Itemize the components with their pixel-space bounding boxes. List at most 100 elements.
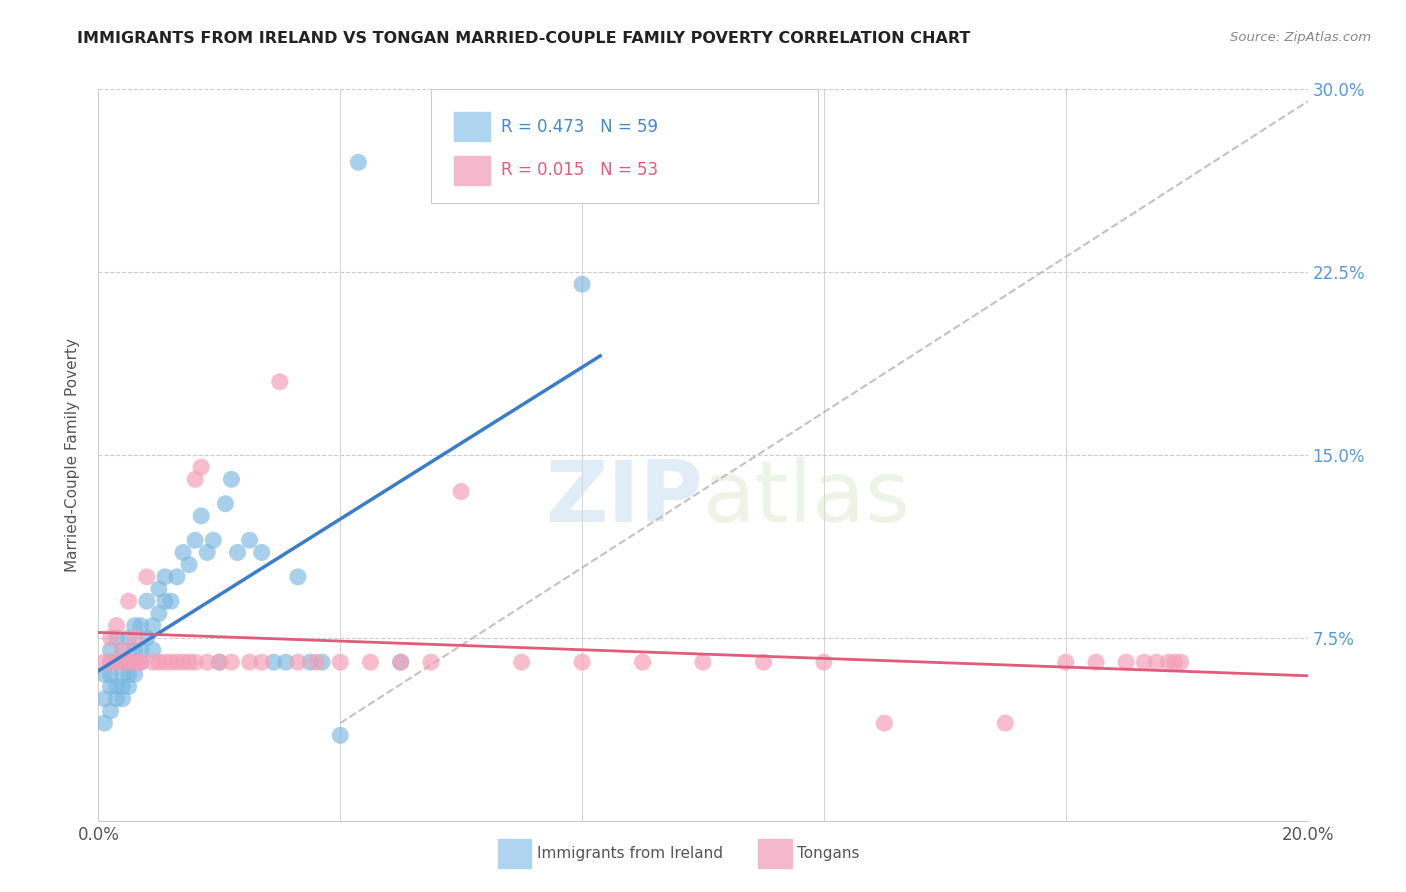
Point xyxy=(179,655,201,669)
Point xyxy=(111,655,134,669)
Point xyxy=(124,667,146,681)
Point xyxy=(305,655,328,669)
Point xyxy=(226,545,249,559)
Point xyxy=(1170,655,1192,669)
Point xyxy=(299,655,322,669)
Point xyxy=(124,631,146,645)
Point xyxy=(269,375,291,389)
Point xyxy=(1157,655,1180,669)
Point xyxy=(111,655,134,669)
Point xyxy=(166,655,188,669)
Y-axis label: Married-Couple Family Poverty: Married-Couple Family Poverty xyxy=(65,338,80,572)
Point xyxy=(135,570,157,584)
Point xyxy=(118,631,141,645)
Point xyxy=(129,643,152,657)
Point xyxy=(1144,655,1167,669)
Point xyxy=(135,631,157,645)
Point xyxy=(124,618,146,632)
Text: Immigrants from Ireland: Immigrants from Ireland xyxy=(537,847,723,861)
Point xyxy=(105,631,128,645)
FancyBboxPatch shape xyxy=(432,89,818,202)
Point xyxy=(111,691,134,706)
Point xyxy=(105,655,128,669)
Point xyxy=(100,680,122,694)
Point xyxy=(166,570,188,584)
Point xyxy=(214,497,236,511)
Point xyxy=(93,667,115,681)
Point xyxy=(105,680,128,694)
Point xyxy=(93,716,115,731)
Point xyxy=(93,655,115,669)
Point xyxy=(160,655,183,669)
Point xyxy=(118,655,141,669)
Point xyxy=(329,728,352,742)
Point xyxy=(105,618,128,632)
Point xyxy=(105,691,128,706)
Point xyxy=(142,655,165,669)
Point xyxy=(129,618,152,632)
Point xyxy=(1115,655,1137,669)
Point xyxy=(129,655,152,669)
Point xyxy=(111,643,134,657)
Point xyxy=(153,570,176,584)
Point xyxy=(129,655,152,669)
Point xyxy=(184,655,207,669)
Point xyxy=(420,655,443,669)
Point xyxy=(184,472,207,486)
Point xyxy=(692,655,714,669)
Point xyxy=(118,655,141,669)
Point xyxy=(208,655,231,669)
Point xyxy=(118,594,141,608)
Point xyxy=(250,655,273,669)
Text: R = 0.473   N = 59: R = 0.473 N = 59 xyxy=(501,118,658,136)
Point xyxy=(250,545,273,559)
Point xyxy=(221,655,243,669)
Point xyxy=(148,655,170,669)
Text: Tongans: Tongans xyxy=(797,847,859,861)
Point xyxy=(100,631,122,645)
Point xyxy=(190,508,212,523)
Point xyxy=(1163,655,1185,669)
Point xyxy=(148,607,170,621)
Point xyxy=(571,277,593,292)
Point xyxy=(184,533,207,548)
Point xyxy=(239,533,262,548)
FancyBboxPatch shape xyxy=(454,112,491,141)
Point xyxy=(752,655,775,669)
Point xyxy=(195,655,218,669)
Text: ZIP: ZIP xyxy=(546,458,703,541)
Point xyxy=(111,643,134,657)
Point xyxy=(142,618,165,632)
Point xyxy=(202,533,225,548)
Point xyxy=(510,655,533,669)
Point xyxy=(208,655,231,669)
Point xyxy=(389,655,412,669)
Point xyxy=(873,716,896,731)
Point xyxy=(274,655,297,669)
Point xyxy=(1085,655,1108,669)
Point xyxy=(153,655,176,669)
Text: atlas: atlas xyxy=(703,458,911,541)
Point xyxy=(153,594,176,608)
Point xyxy=(631,655,654,669)
Point xyxy=(124,655,146,669)
Point xyxy=(360,655,382,669)
Point xyxy=(179,558,201,572)
Point xyxy=(129,655,152,669)
Point xyxy=(263,655,285,669)
Point xyxy=(813,655,835,669)
Point xyxy=(100,667,122,681)
Point xyxy=(195,545,218,559)
FancyBboxPatch shape xyxy=(454,156,491,185)
Text: R = 0.015   N = 53: R = 0.015 N = 53 xyxy=(501,161,658,179)
Point xyxy=(111,667,134,681)
Point xyxy=(105,655,128,669)
Point xyxy=(124,643,146,657)
Point xyxy=(172,655,194,669)
Point xyxy=(1133,655,1156,669)
Point xyxy=(142,643,165,657)
Point xyxy=(347,155,370,169)
Point xyxy=(450,484,472,499)
Point xyxy=(111,680,134,694)
Point xyxy=(287,570,309,584)
